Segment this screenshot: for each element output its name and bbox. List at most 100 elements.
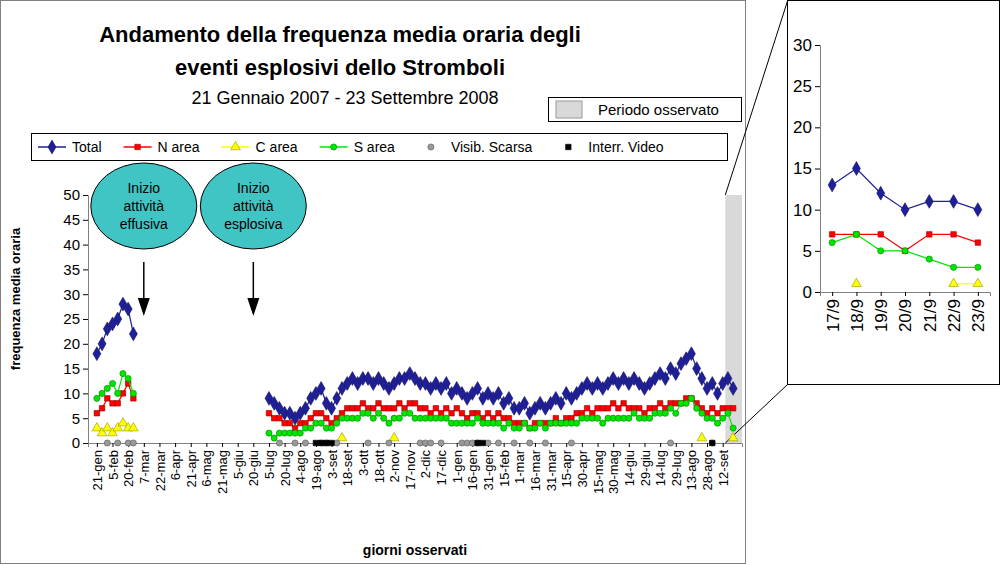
data-point	[389, 432, 399, 440]
x-tick-label: 21-mag	[215, 450, 230, 494]
data-point	[324, 440, 329, 445]
x-tick-label: 20/9	[896, 299, 915, 332]
x-tick: 5-lug	[262, 443, 277, 479]
x-tick-mark	[378, 443, 379, 447]
x-tick-mark	[660, 443, 661, 447]
x-tick-label: 30-mag	[606, 450, 621, 494]
x-tick-mark	[905, 292, 906, 296]
x-tick: 29-lug	[669, 443, 684, 486]
data-point	[829, 240, 835, 246]
x-tick-label: 31-gen	[481, 450, 496, 490]
data-point	[102, 423, 112, 431]
y-tick-label: 30	[793, 36, 812, 55]
x-tick-label: 3-ott	[356, 450, 371, 476]
x-tick-label: 14-lug	[653, 450, 668, 486]
data-point	[852, 278, 862, 286]
data-point	[951, 232, 956, 237]
data-point	[616, 406, 621, 411]
y-axis: 051015202530	[793, 36, 820, 302]
y-tick-label: 20	[793, 118, 812, 137]
data-point	[720, 406, 725, 411]
x-tick-label: 5-giu	[231, 450, 246, 479]
x-tick-mark	[519, 443, 520, 447]
x-tick-label: 1-mar	[512, 449, 527, 484]
x-tick: 14-giu	[622, 443, 637, 486]
y-tick: 35	[63, 261, 88, 278]
x-tick-label: 17-dic	[434, 450, 449, 486]
x-tick-mark	[285, 443, 286, 447]
data-point	[975, 240, 980, 245]
x-tick: 31-mar	[544, 443, 559, 491]
data-point	[407, 410, 413, 416]
data-point	[99, 390, 105, 396]
data-point	[386, 420, 392, 426]
x-tick-mark	[269, 443, 270, 447]
data-point	[557, 396, 565, 410]
data-point	[661, 372, 669, 386]
data-point	[298, 420, 303, 425]
x-tick-label: 14-giu	[622, 450, 637, 486]
data-point	[287, 420, 292, 425]
x-tick-label: 15-apr	[559, 449, 574, 487]
inset-frame	[788, 1, 1000, 385]
data-point	[129, 327, 137, 341]
x-tick: 12-set	[716, 443, 731, 486]
data-point	[124, 302, 132, 316]
data-point	[318, 440, 323, 445]
x-tick: 29-giu	[638, 443, 653, 486]
observed-band	[725, 195, 742, 443]
data-point	[337, 432, 347, 440]
legend-marker	[566, 144, 571, 149]
series-line	[97, 374, 733, 438]
data-point	[829, 232, 834, 237]
x-tick-label: 15-feb	[497, 450, 512, 487]
data-point	[699, 410, 705, 416]
data-point	[130, 440, 136, 446]
legend-marker	[231, 141, 241, 149]
x-tick: 20/9	[896, 292, 915, 332]
data-point	[334, 440, 340, 446]
data-point	[720, 415, 726, 421]
data-point	[600, 406, 605, 411]
data-point	[282, 420, 287, 425]
x-tick: 30-mag	[606, 443, 621, 494]
x-tick: 20-lug	[278, 443, 293, 486]
x-tick-label: 3-set	[325, 450, 340, 479]
x-tick-label: 13-ago	[684, 450, 699, 490]
data-point	[355, 415, 361, 421]
data-point	[878, 232, 883, 237]
chart-title: Andamento della frequenza media oraria d…	[99, 22, 581, 47]
legend-label: S area	[354, 139, 395, 155]
data-point	[407, 401, 412, 406]
y-tick: 5	[72, 410, 88, 427]
data-point	[709, 440, 715, 446]
data-point	[600, 420, 606, 426]
data-point	[469, 420, 475, 426]
x-tick-label: 12-set	[716, 450, 731, 487]
data-point	[495, 420, 501, 426]
data-point	[605, 406, 610, 411]
x-tick-label: 4-ago	[293, 450, 308, 483]
data-point	[522, 420, 527, 425]
x-tick: 21-gen	[90, 443, 105, 490]
data-point	[902, 248, 907, 253]
data-point	[501, 425, 507, 431]
data-point	[323, 440, 329, 446]
x-tick-mark	[881, 292, 882, 296]
data-point	[877, 186, 885, 200]
data-point	[350, 406, 355, 411]
data-point	[973, 278, 983, 286]
data-point	[329, 440, 334, 445]
y-tick-mark	[815, 251, 820, 252]
x-tick-mark	[222, 443, 223, 447]
data-point	[417, 406, 422, 411]
data-point	[94, 395, 100, 401]
chart-subtitle: 21 Gennaio 2007 - 23 Settembre 2008	[191, 88, 498, 108]
x-tick-label: 21/9	[921, 299, 940, 332]
data-point	[313, 411, 318, 416]
x-tick-mark	[504, 443, 505, 447]
y-tick-label: 10	[793, 201, 812, 220]
data-point	[687, 347, 695, 361]
data-point	[527, 440, 533, 446]
y-tick-label: 45	[63, 211, 80, 228]
